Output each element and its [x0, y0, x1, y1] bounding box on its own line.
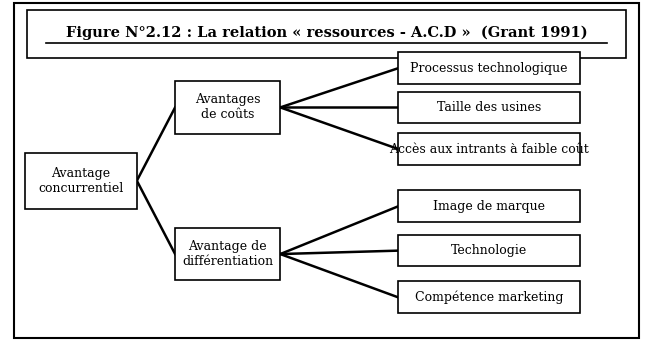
FancyBboxPatch shape — [398, 91, 580, 123]
FancyBboxPatch shape — [25, 153, 137, 209]
FancyBboxPatch shape — [398, 133, 580, 165]
Text: Avantage de
différentiation: Avantage de différentiation — [182, 240, 273, 268]
FancyBboxPatch shape — [398, 235, 580, 267]
FancyBboxPatch shape — [398, 190, 580, 222]
FancyBboxPatch shape — [175, 228, 280, 280]
FancyBboxPatch shape — [14, 3, 639, 338]
Text: Taille des usines: Taille des usines — [437, 101, 541, 114]
Text: Accès aux intrants à faible coût: Accès aux intrants à faible coût — [389, 143, 589, 155]
FancyBboxPatch shape — [398, 52, 580, 84]
FancyBboxPatch shape — [175, 81, 280, 134]
Text: Technologie: Technologie — [451, 244, 527, 257]
Text: Avantage
concurrentiel: Avantage concurrentiel — [39, 167, 123, 195]
Text: Processus technologique: Processus technologique — [410, 62, 568, 75]
Text: Image de marque: Image de marque — [433, 200, 545, 213]
FancyBboxPatch shape — [398, 282, 580, 313]
Text: Avantages
de coûts: Avantages de coûts — [195, 93, 261, 121]
Text: Figure N°2.12 : La relation « ressources - A.C.D »  (Grant 1991): Figure N°2.12 : La relation « ressources… — [66, 25, 587, 40]
Text: Compétence marketing: Compétence marketing — [415, 291, 564, 304]
FancyBboxPatch shape — [27, 10, 626, 58]
